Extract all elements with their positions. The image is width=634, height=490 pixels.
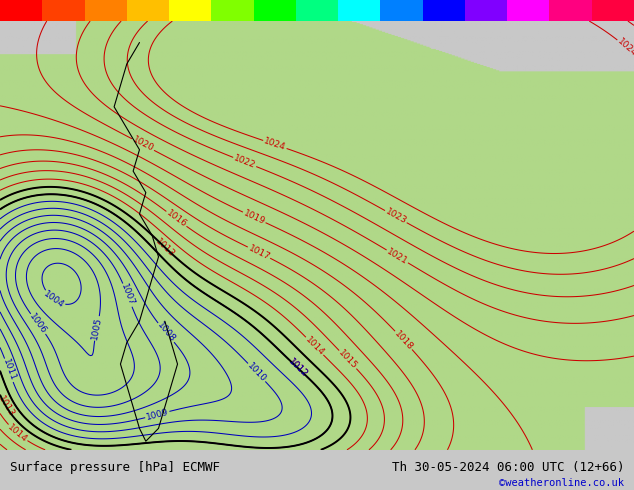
Bar xyxy=(465,0,507,21)
Bar xyxy=(211,0,254,21)
Text: 1013: 1013 xyxy=(154,237,177,259)
Text: 1016: 1016 xyxy=(164,208,188,229)
Bar xyxy=(84,0,127,21)
Text: Surface pressure [hPa] ECMWF: Surface pressure [hPa] ECMWF xyxy=(10,461,219,474)
Text: 1017: 1017 xyxy=(247,244,271,262)
Bar xyxy=(127,0,169,21)
Bar xyxy=(592,0,634,21)
Text: Th 30-05-2024 06:00 UTC (12+66): Th 30-05-2024 06:00 UTC (12+66) xyxy=(392,461,624,474)
Text: 1019: 1019 xyxy=(242,208,266,226)
Bar xyxy=(296,0,338,21)
Text: 1020: 1020 xyxy=(131,135,155,154)
Text: 1022: 1022 xyxy=(233,153,257,171)
Text: 1012: 1012 xyxy=(287,357,309,379)
Bar xyxy=(254,0,296,21)
Text: 1011: 1011 xyxy=(1,358,17,383)
Bar xyxy=(507,0,550,21)
Text: 1005: 1005 xyxy=(91,316,103,341)
Text: 1014: 1014 xyxy=(6,422,29,444)
Bar xyxy=(423,0,465,21)
Text: 1021: 1021 xyxy=(385,246,410,266)
Text: 1018: 1018 xyxy=(392,329,415,352)
Text: 1024: 1024 xyxy=(262,137,287,152)
Bar xyxy=(169,0,211,21)
Text: 1023: 1023 xyxy=(384,207,408,226)
Bar xyxy=(550,0,592,21)
Text: 1006: 1006 xyxy=(28,312,49,336)
Text: 1014: 1014 xyxy=(304,335,326,357)
Bar xyxy=(42,0,84,21)
Text: 1004: 1004 xyxy=(42,289,66,310)
Text: 1015: 1015 xyxy=(337,348,359,371)
Text: 1012: 1012 xyxy=(287,357,309,379)
Text: 1008: 1008 xyxy=(155,321,177,344)
Text: ©weatheronline.co.uk: ©weatheronline.co.uk xyxy=(500,478,624,488)
Text: 1010: 1010 xyxy=(245,361,268,384)
Bar xyxy=(380,0,423,21)
Text: 1024: 1024 xyxy=(616,37,634,59)
Bar xyxy=(338,0,380,21)
Text: 1007: 1007 xyxy=(119,283,136,307)
Text: 1013: 1013 xyxy=(0,394,16,419)
Bar xyxy=(0,0,42,21)
Text: 1009: 1009 xyxy=(145,407,169,422)
